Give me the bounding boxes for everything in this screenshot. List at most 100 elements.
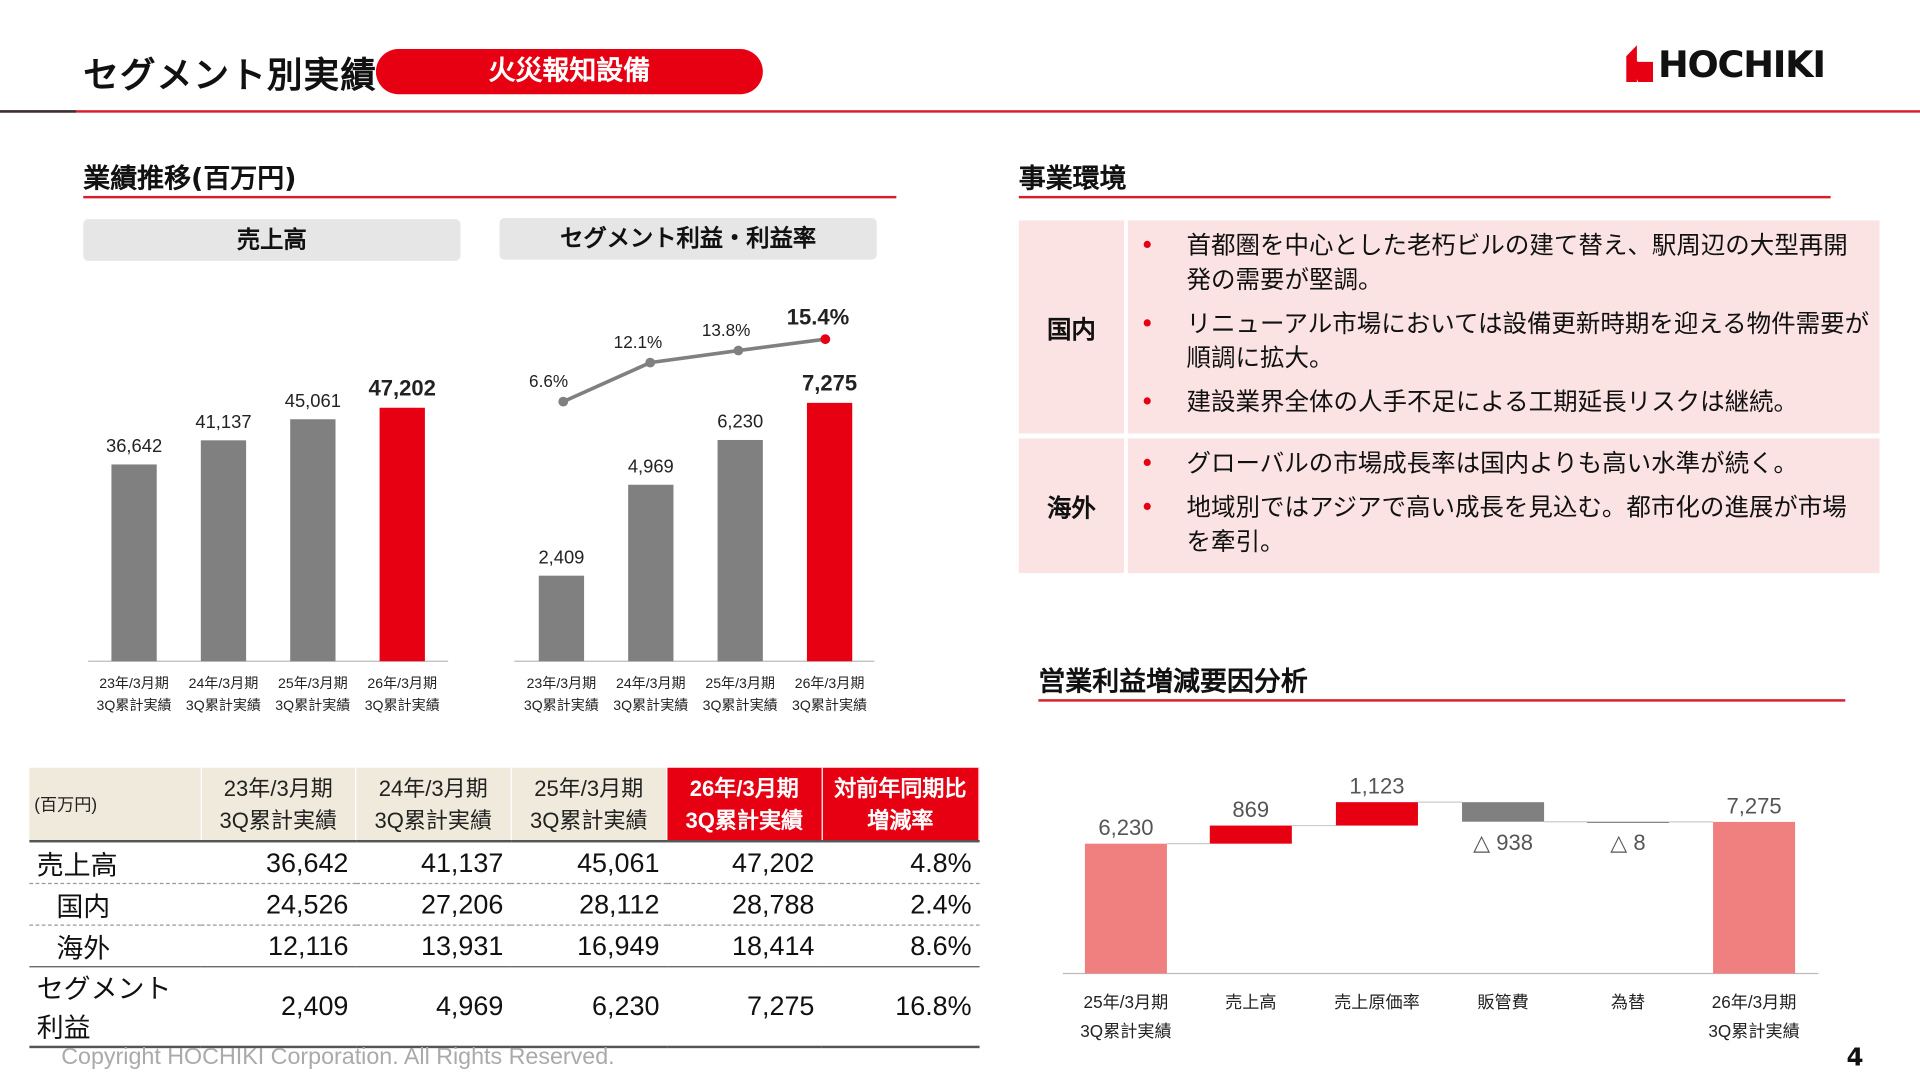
list-item: 地域別ではアジアで高い成長を見込む。都市化の進展が市場を牽引。 [1140, 490, 1870, 559]
data-label: 7,275 [1727, 793, 1782, 818]
margin-label: 12.1% [614, 332, 663, 352]
table-cell: 8.6% [821, 925, 979, 968]
x-tick-label: 25年/3月期 [1084, 992, 1169, 1012]
table-cell: 4.8% [821, 840, 979, 885]
data-label: 869 [1232, 797, 1269, 822]
hochiki-logo: HOCHIKI [1626, 44, 1826, 87]
data-label: △ 8 [1610, 830, 1645, 855]
row-label: 売上高 [29, 840, 201, 885]
waterfall-underline [1038, 699, 1846, 702]
margin-line [562, 337, 826, 404]
sales-chart-tab: 売上高 [83, 219, 461, 261]
x-tick-label: 23年/3月期 [527, 675, 597, 691]
margin-point [733, 345, 744, 356]
data-label: 6,230 [717, 411, 763, 432]
table-cell: 36,642 [200, 840, 356, 885]
performance-table: (百万円) 23年/3月期 3Q累計実績 24年/3月期 3Q累計実績 25年/3月… [29, 767, 980, 1049]
table-cell: 16.8% [821, 966, 979, 1049]
unit-header: (百万円) [29, 767, 202, 842]
table-cell: 4,969 [355, 966, 511, 1049]
x-tick-label: 3Q累計実績 [275, 697, 350, 713]
environment-underline [1018, 195, 1831, 199]
x-tick-label: 23年/3月期 [99, 675, 169, 691]
waterfall-bar [1335, 802, 1418, 826]
x-tick-label: 3Q累計実績 [792, 697, 867, 713]
table-cell: 47,202 [666, 840, 822, 885]
page-title: セグメント別実績 [83, 53, 378, 96]
waterfall-bar [1586, 821, 1669, 823]
environment-box: 国内首都圏を中心とした老朽ビルの建て替え、駅周辺の大型再開発の需要が堅調。リニュ… [1018, 220, 1880, 578]
profit-chart-tab: セグメント利益・利益率 [499, 217, 877, 260]
x-tick-label: 3Q累計実績 [365, 697, 440, 713]
table-cell: 41,137 [355, 840, 511, 885]
header-divider [0, 110, 1920, 113]
col-header-text: 対前年同期比 増減率 [834, 775, 967, 833]
bar [717, 439, 763, 662]
environment-section: 国内首都圏を中心とした老朽ビルの建て替え、駅周辺の大型再開発の需要が堅調。リニュ… [1018, 220, 1880, 434]
x-tick-label: 26年/3月期 [1712, 992, 1797, 1012]
waterfall-bar [1084, 843, 1167, 974]
row-label: 海外 [29, 925, 201, 968]
list-item: 建設業界全体の人手不足による工期延長リスクは継続。 [1140, 384, 1870, 418]
margin-point [820, 334, 831, 345]
waterfall-bar [1713, 821, 1796, 974]
x-tick-label: 24年/3月期 [189, 675, 259, 691]
x-tick-label: 為替 [1611, 992, 1645, 1012]
row-label: セグメント利益 [29, 966, 201, 1049]
page-number: 4 [1846, 1042, 1864, 1072]
bar [538, 575, 585, 662]
table-cell: 28,112 [510, 883, 667, 926]
margin-label: 6.6% [529, 371, 568, 391]
margin-point [645, 357, 656, 368]
x-tick-label: 3Q累計実績 [97, 697, 172, 713]
x-tick-label: 3Q累計実績 [1080, 1021, 1171, 1041]
header-divider-accent [0, 110, 76, 113]
table-cell: 18,414 [666, 925, 822, 968]
x-tick-label: 3Q累計実績 [186, 697, 261, 713]
x-tick-label: 売上高 [1225, 992, 1276, 1012]
x-tick-label: 3Q累計実績 [524, 697, 599, 713]
table-cell: 27,206 [355, 883, 511, 926]
performance-underline [83, 195, 897, 199]
table-cell: 12,116 [200, 925, 356, 968]
table-cell: 7,275 [666, 966, 822, 1049]
data-label: 1,123 [1349, 774, 1404, 799]
x-tick-label: 売上原価率 [1334, 992, 1420, 1012]
col-header-text: 23年/3月期 3Q累計実績 [219, 775, 338, 833]
data-label: 47,202 [369, 376, 436, 401]
bar [806, 402, 853, 662]
table-cell: 28,788 [666, 883, 822, 926]
row-label: 国内 [29, 883, 201, 926]
data-label: 45,061 [285, 390, 341, 411]
performance-title: 業績推移(百万円) [83, 164, 297, 195]
margin-label: 13.8% [702, 320, 751, 340]
table-cell: 45,061 [510, 840, 667, 885]
table-row: 売上高 36,642 41,137 45,061 47,202 4.8% [29, 840, 979, 885]
x-tick-label: 販管費 [1477, 992, 1528, 1012]
list-item: 首都圏を中心とした老朽ビルの建て替え、駅周辺の大型再開発の需要が堅調。 [1140, 228, 1870, 297]
col-header-text: 24年/3月期 3Q累計実績 [374, 775, 493, 833]
waterfall-bar [1209, 825, 1292, 844]
bar [111, 464, 157, 662]
data-label: △ 938 [1473, 830, 1533, 855]
col-header-yoy: 対前年同期比 増減率 [821, 767, 980, 842]
col-header: 25年/3月期 3Q累計実績 [510, 767, 668, 842]
data-label: 6,230 [1098, 815, 1153, 840]
table-cell: 13,931 [355, 925, 511, 968]
list-item: グローバルの市場成長率は国内よりも高い水準が続く。 [1140, 446, 1870, 480]
col-header-text: 25年/3月期 3Q累計実績 [529, 775, 648, 833]
col-header: 23年/3月期 3Q累計実績 [200, 767, 357, 842]
segment-badge: 火災報知設備 [375, 48, 763, 95]
table-cell: 16,949 [510, 925, 667, 968]
x-tick-label: 26年/3月期 [367, 675, 437, 691]
waterfall-title: 営業利益増減要因分析 [1038, 667, 1308, 698]
data-label: 2,409 [538, 546, 584, 567]
x-tick-label: 25年/3月期 [705, 675, 775, 691]
bar [628, 484, 674, 662]
x-tick-label: 3Q累計実績 [1708, 1021, 1799, 1041]
environment-list: 首都圏を中心とした老朽ビルの建て替え、駅周辺の大型再開発の需要が堅調。リニューア… [1128, 220, 1880, 433]
environment-label: 国内 [1019, 220, 1128, 434]
environment-label: 海外 [1019, 438, 1128, 574]
